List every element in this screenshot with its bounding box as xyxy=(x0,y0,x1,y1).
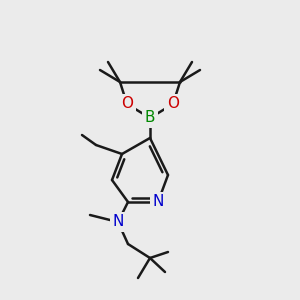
Text: B: B xyxy=(145,110,155,125)
Text: O: O xyxy=(167,97,179,112)
Text: O: O xyxy=(121,97,133,112)
Text: N: N xyxy=(152,194,164,209)
Text: N: N xyxy=(112,214,124,230)
